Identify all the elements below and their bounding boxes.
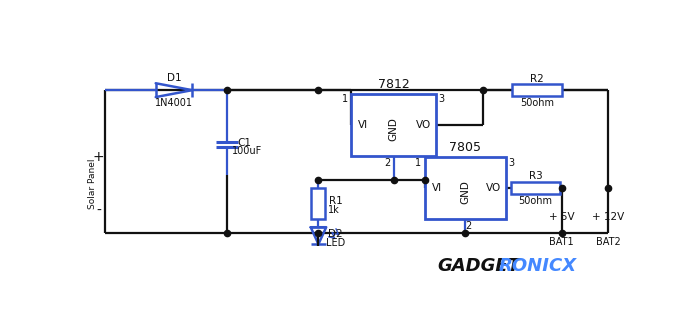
Text: R2: R2 [530,74,544,83]
Text: R3: R3 [528,171,542,181]
Text: GND: GND [389,117,398,140]
Text: GND: GND [461,180,470,204]
Text: BAT1: BAT1 [550,237,574,247]
Text: BAT2: BAT2 [596,237,621,247]
Text: 7812: 7812 [378,78,409,91]
Text: 3: 3 [439,94,444,104]
Text: 1k: 1k [328,205,339,215]
Text: D1: D1 [167,73,181,83]
Bar [425,157,506,219]
Text: VI: VI [358,120,368,130]
Text: 1: 1 [415,158,421,168]
Bar [312,188,326,219]
Text: 50ohm: 50ohm [520,98,554,108]
Text: RONICX: RONICX [498,257,576,275]
Text: 1: 1 [342,94,348,104]
Bar [511,182,560,194]
Text: Solar Panel: Solar Panel [88,159,97,209]
Text: + 12V: + 12V [592,212,624,222]
Text: 3: 3 [508,158,514,168]
Text: R1: R1 [328,196,342,206]
Text: VO: VO [416,120,431,130]
Bar [512,84,562,96]
Text: VI: VI [432,183,442,193]
Text: +: + [92,150,104,164]
Text: C1: C1 [237,138,251,147]
Text: 1N4001: 1N4001 [155,98,193,108]
Text: VO: VO [486,183,501,193]
Text: -: - [96,204,101,218]
Bar [351,94,436,156]
Text: 50ohm: 50ohm [519,196,552,206]
Text: 2: 2 [384,158,391,168]
Text: GADGET: GADGET [438,257,521,275]
Text: D2: D2 [328,229,343,239]
Text: 2: 2 [466,221,472,231]
Text: 100uF: 100uF [232,146,262,156]
Text: LED: LED [326,238,345,248]
Text: + 5V: + 5V [549,212,575,222]
Text: 7805: 7805 [449,141,482,154]
